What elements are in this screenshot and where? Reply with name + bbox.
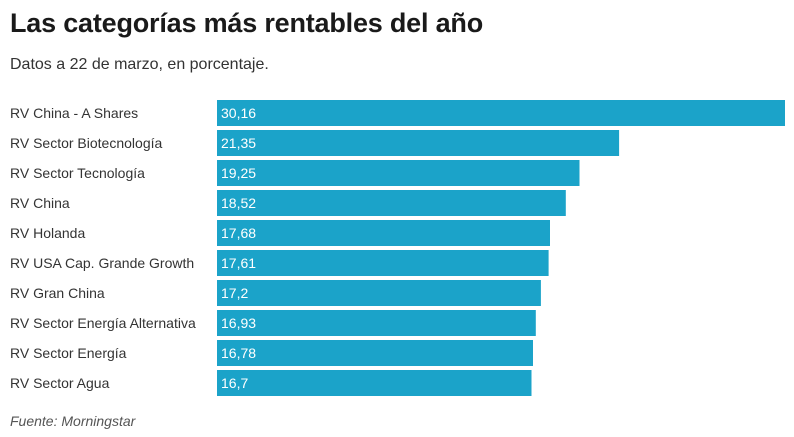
bar xyxy=(217,250,549,276)
value-label: 21,35 xyxy=(221,135,256,151)
value-label: 16,93 xyxy=(221,315,256,331)
value-label: 16,7 xyxy=(221,375,248,391)
bar xyxy=(217,310,536,336)
category-label: RV Gran China xyxy=(10,285,105,301)
bar xyxy=(217,100,785,126)
bar xyxy=(217,280,541,306)
bar xyxy=(217,340,533,366)
category-label: RV Sector Agua xyxy=(10,375,110,391)
category-label: RV China xyxy=(10,195,70,211)
category-label: RV Sector Energía xyxy=(10,345,127,361)
value-label: 17,68 xyxy=(221,225,256,241)
category-label: RV China - A Shares xyxy=(10,105,138,121)
chart-title: Las categorías más rentables del año xyxy=(10,8,483,38)
chart-subtitle: Datos a 22 de marzo, en porcentaje. xyxy=(10,56,269,73)
value-label: 17,61 xyxy=(221,255,256,271)
value-label: 16,78 xyxy=(221,345,256,361)
bar xyxy=(217,370,532,396)
value-label: 17,2 xyxy=(221,285,248,301)
category-label: RV Sector Biotecnología xyxy=(10,135,162,151)
bar xyxy=(217,130,620,156)
value-label: 19,25 xyxy=(221,165,256,181)
chart-source: Fuente: Morningstar xyxy=(10,413,136,429)
value-label: 18,52 xyxy=(221,195,256,211)
category-label: RV Sector Energía Alternativa xyxy=(10,315,196,331)
bar xyxy=(217,220,550,246)
category-label: RV Sector Tecnología xyxy=(10,165,145,181)
bar xyxy=(217,160,580,186)
category-label: RV USA Cap. Grande Growth xyxy=(10,255,194,271)
value-label: 30,16 xyxy=(221,105,256,121)
bar xyxy=(217,190,566,216)
category-label: RV Holanda xyxy=(10,225,85,241)
